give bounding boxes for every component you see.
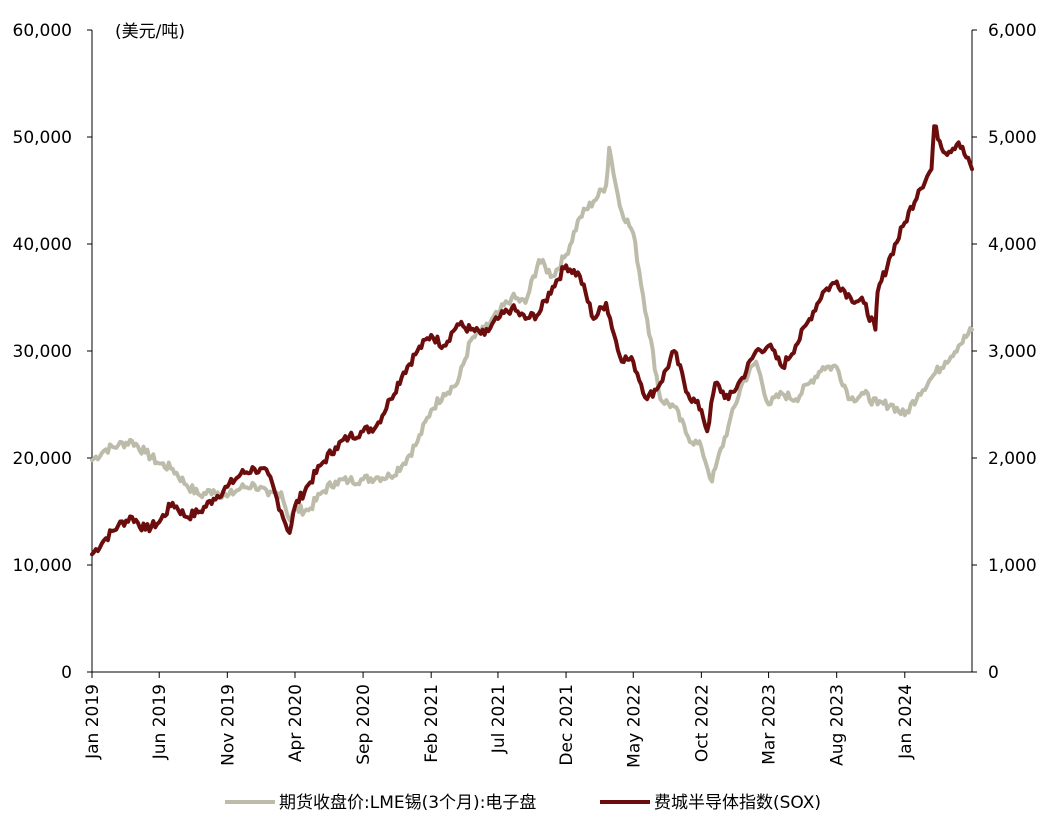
y2-tick-label: 5,000 <box>988 128 1037 148</box>
unit-label: (美元/吨) <box>115 22 185 42</box>
x-tick-label: Jul 2021 <box>489 684 509 754</box>
series-line-sox <box>90 124 974 557</box>
x-tick-label: May 2022 <box>624 684 644 768</box>
x-tick-label: Apr 2020 <box>286 684 306 762</box>
x-tick-label: Nov 2019 <box>218 684 238 766</box>
x-tick-label: Dec 2021 <box>557 684 577 766</box>
x-tick-label: Jan 2024 <box>896 684 916 760</box>
y-tick-label: 0 <box>61 663 72 683</box>
y-tick-label: 50,000 <box>13 128 72 148</box>
x-tick-label: Mar 2023 <box>760 684 780 765</box>
series-line-lme-tin <box>90 145 974 523</box>
y2-tick-label: 1,000 <box>988 556 1037 576</box>
y-tick-label: 10,000 <box>13 556 72 576</box>
x-tick-label: Oct 2022 <box>692 684 712 762</box>
axes-layer <box>91 30 973 673</box>
y2-tick-label: 6,000 <box>988 21 1037 41</box>
series-layer <box>90 124 974 557</box>
legend-label: 期货收盘价:LME锡(3个月):电子盘 <box>279 793 536 813</box>
x-tick-label: Feb 2021 <box>422 684 442 763</box>
x-tick-label: Jun 2019 <box>150 684 170 760</box>
y-tick-label: 30,000 <box>13 342 72 362</box>
x-tick-label: Sep 2020 <box>354 684 374 765</box>
y2-tick-label: 4,000 <box>988 235 1037 255</box>
y-tick-label: 20,000 <box>13 449 72 469</box>
y2-tick-label: 0 <box>988 663 999 683</box>
ticks-layer: 0 10,000 20,000 30,000 40,000 50,000 60,000 0 1,… <box>13 21 1037 768</box>
y-tick-label: 40,000 <box>13 235 72 255</box>
legend: 期货收盘价:LME锡(3个月):电子盘 费城半导体指数(SOX) <box>225 793 821 813</box>
y2-tick-label: 3,000 <box>988 342 1037 362</box>
y-tick-label: 60,000 <box>13 21 72 41</box>
x-tick-label: Aug 2023 <box>828 684 848 766</box>
x-tick-label: Jan 2019 <box>83 684 103 760</box>
y2-tick-label: 2,000 <box>988 449 1037 469</box>
legend-label: 费城半导体指数(SOX) <box>654 793 821 813</box>
